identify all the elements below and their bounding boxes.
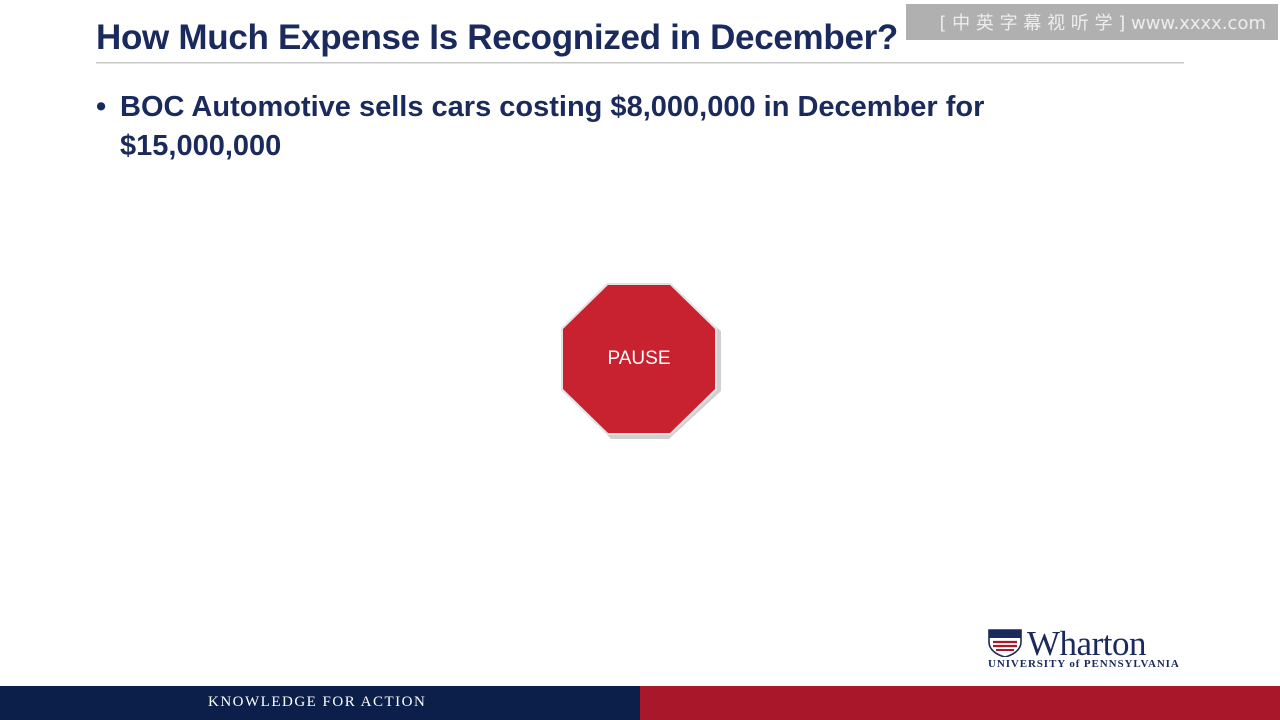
slide-title: How Much Expense Is Recognized in Decemb… [96,18,899,57]
logo-wordmark: Wharton [1027,624,1146,663]
pause-label: PAUSE [607,348,671,369]
bullet-dot-icon: • [96,91,107,123]
bullet-text: BOC Automotive sells cars costing $8,000… [120,91,985,162]
bullet-list: • BOC Automotive sells cars costing $8,0… [96,88,1096,166]
stop-sign-icon [561,283,721,439]
watermark-bar: [ 中 英 字 幕 视 听 学 ] www.xxxx.com [906,4,1278,40]
title-divider [96,62,1184,64]
footer-right-band [640,686,1280,720]
pause-stop-sign: PAUSE [561,283,721,439]
watermark-text: [ 中 英 字 幕 视 听 学 ] www.xxxx.com [939,13,1266,34]
penn-shield-icon [988,629,1022,657]
wharton-logo: Wharton UNIVERSITY of PENNSYLVANIA [988,624,1193,674]
logo-subtitle: UNIVERSITY of PENNSYLVANIA [988,658,1180,670]
footer-tagline: KNOWLEDGE FOR ACTION [208,694,427,710]
bullet-item: • BOC Automotive sells cars costing $8,0… [96,88,1096,166]
footer-left-band: KNOWLEDGE FOR ACTION [0,686,640,720]
